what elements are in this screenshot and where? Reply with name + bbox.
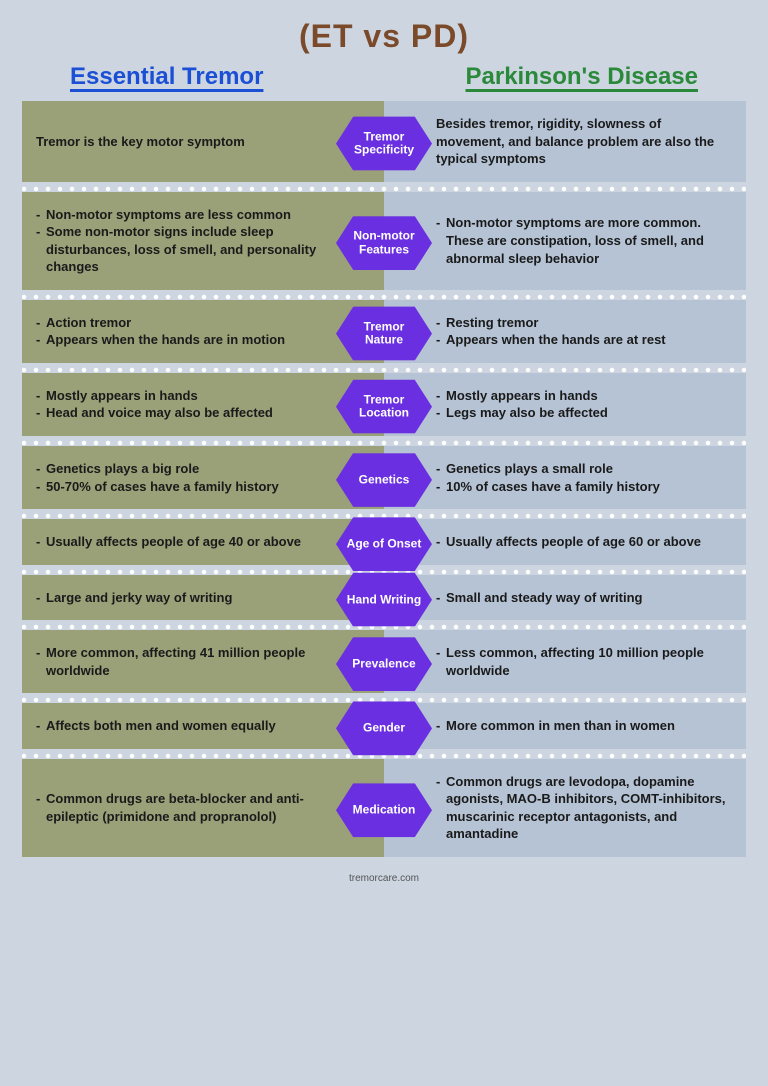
et-cell: Usually affects people of age 40 or abov… — [22, 519, 384, 565]
pd-cell: Small and steady way of writing — [384, 575, 746, 621]
comparison-row: Action tremorAppears when the hands are … — [22, 300, 746, 373]
pd-list-item: Non-motor symptoms are more common. Thes… — [436, 214, 732, 267]
et-list-item: Action tremor — [36, 314, 285, 332]
comparison-row: Mostly appears in handsHead and voice ma… — [22, 373, 746, 446]
comparison-row: Usually affects people of age 40 or abov… — [22, 519, 746, 575]
page-title: (ET vs PD) — [0, 0, 768, 63]
et-list-item: Head and voice may also be affected — [36, 404, 273, 422]
pd-list-item: Less common, affecting 10 million people… — [436, 644, 732, 679]
pd-list-item: Resting tremor — [436, 314, 666, 332]
et-list-item: 50-70% of cases have a family history — [36, 478, 279, 496]
et-list-item: Usually affects people of age 40 or abov… — [36, 533, 301, 551]
et-cell: Large and jerky way of writing — [22, 575, 384, 621]
pd-list-item: Small and steady way of writing — [436, 589, 643, 607]
comparison-rows: Tremor is the key motor symptomBesides t… — [0, 101, 768, 867]
et-list-item: Mostly appears in hands — [36, 387, 273, 405]
pd-cell: Usually affects people of age 60 or abov… — [384, 519, 746, 565]
category-badge: Hand Writing — [336, 573, 432, 627]
et-list-item: Affects both men and women equally — [36, 717, 276, 735]
pd-cell: Genetics plays a small role10% of cases … — [384, 446, 746, 509]
et-list-item: Genetics plays a big role — [36, 460, 279, 478]
et-cell: Affects both men and women equally — [22, 703, 384, 749]
column-headers: Essential Tremor Parkinson's Disease — [0, 63, 768, 101]
et-cell: Genetics plays a big role50-70% of cases… — [22, 446, 384, 509]
comparison-row: Large and jerky way of writing Small and … — [22, 575, 746, 631]
pd-cell: Less common, affecting 10 million people… — [384, 630, 746, 693]
et-list-item: Large and jerky way of writing — [36, 589, 232, 607]
category-badge: Age of Onset — [336, 517, 432, 571]
et-list-item: Non-motor symptoms are less common — [36, 206, 332, 224]
category-badge: Genetics — [336, 453, 432, 507]
comparison-row: More common, affecting 41 million people… — [22, 630, 746, 703]
et-cell: More common, affecting 41 million people… — [22, 630, 384, 693]
header-et: Essential Tremor — [70, 63, 263, 91]
pd-list-item: Legs may also be affected — [436, 404, 608, 422]
et-cell: Mostly appears in handsHead and voice ma… — [22, 373, 384, 436]
pd-cell: More common in men than in women — [384, 703, 746, 749]
comparison-row: Tremor is the key motor symptomBesides t… — [22, 101, 746, 192]
header-pd: Parkinson's Disease — [466, 63, 699, 91]
comparison-row: Common drugs are beta-blocker and anti-e… — [22, 759, 746, 867]
et-list-item: Common drugs are beta-blocker and anti-e… — [36, 790, 332, 825]
category-badge: Tremor Location — [336, 380, 432, 434]
et-list-item: Some non-motor signs include sleep distu… — [36, 223, 332, 276]
footer-credit: tremorcare.com — [0, 867, 768, 884]
category-badge: Prevalence — [336, 637, 432, 691]
et-cell: Non-motor symptoms are less commonSome n… — [22, 192, 384, 290]
pd-list-item: Usually affects people of age 60 or abov… — [436, 533, 701, 551]
et-cell: Tremor is the key motor symptom — [22, 101, 384, 182]
pd-cell: Besides tremor, rigidity, slowness of mo… — [384, 101, 746, 182]
comparison-row: Non-motor symptoms are less commonSome n… — [22, 192, 746, 300]
et-cell: Common drugs are beta-blocker and anti-e… — [22, 759, 384, 857]
category-badge: Medication — [336, 783, 432, 837]
pd-list-item: Common drugs are levodopa, dopamine agon… — [436, 773, 732, 843]
pd-cell: Common drugs are levodopa, dopamine agon… — [384, 759, 746, 857]
category-badge: Gender — [336, 701, 432, 755]
pd-list-item: Genetics plays a small role — [436, 460, 660, 478]
comparison-row: Genetics plays a big role50-70% of cases… — [22, 446, 746, 519]
pd-cell: Resting tremorAppears when the hands are… — [384, 300, 746, 363]
category-badge: Tremor Specificity — [336, 117, 432, 171]
pd-cell: Non-motor symptoms are more common. Thes… — [384, 192, 746, 290]
pd-list-item: Appears when the hands are at rest — [436, 331, 666, 349]
category-badge: Tremor Nature — [336, 307, 432, 361]
pd-list-item: Mostly appears in hands — [436, 387, 608, 405]
comparison-row: Affects both men and women equally More c… — [22, 703, 746, 759]
pd-cell: Mostly appears in handsLegs may also be … — [384, 373, 746, 436]
pd-list-item: More common in men than in women — [436, 717, 675, 735]
et-list-item: Appears when the hands are in motion — [36, 331, 285, 349]
et-list-item: More common, affecting 41 million people… — [36, 644, 332, 679]
et-cell: Action tremorAppears when the hands are … — [22, 300, 384, 363]
pd-list-item: 10% of cases have a family history — [436, 478, 660, 496]
category-badge: Non-motor Features — [336, 216, 432, 270]
